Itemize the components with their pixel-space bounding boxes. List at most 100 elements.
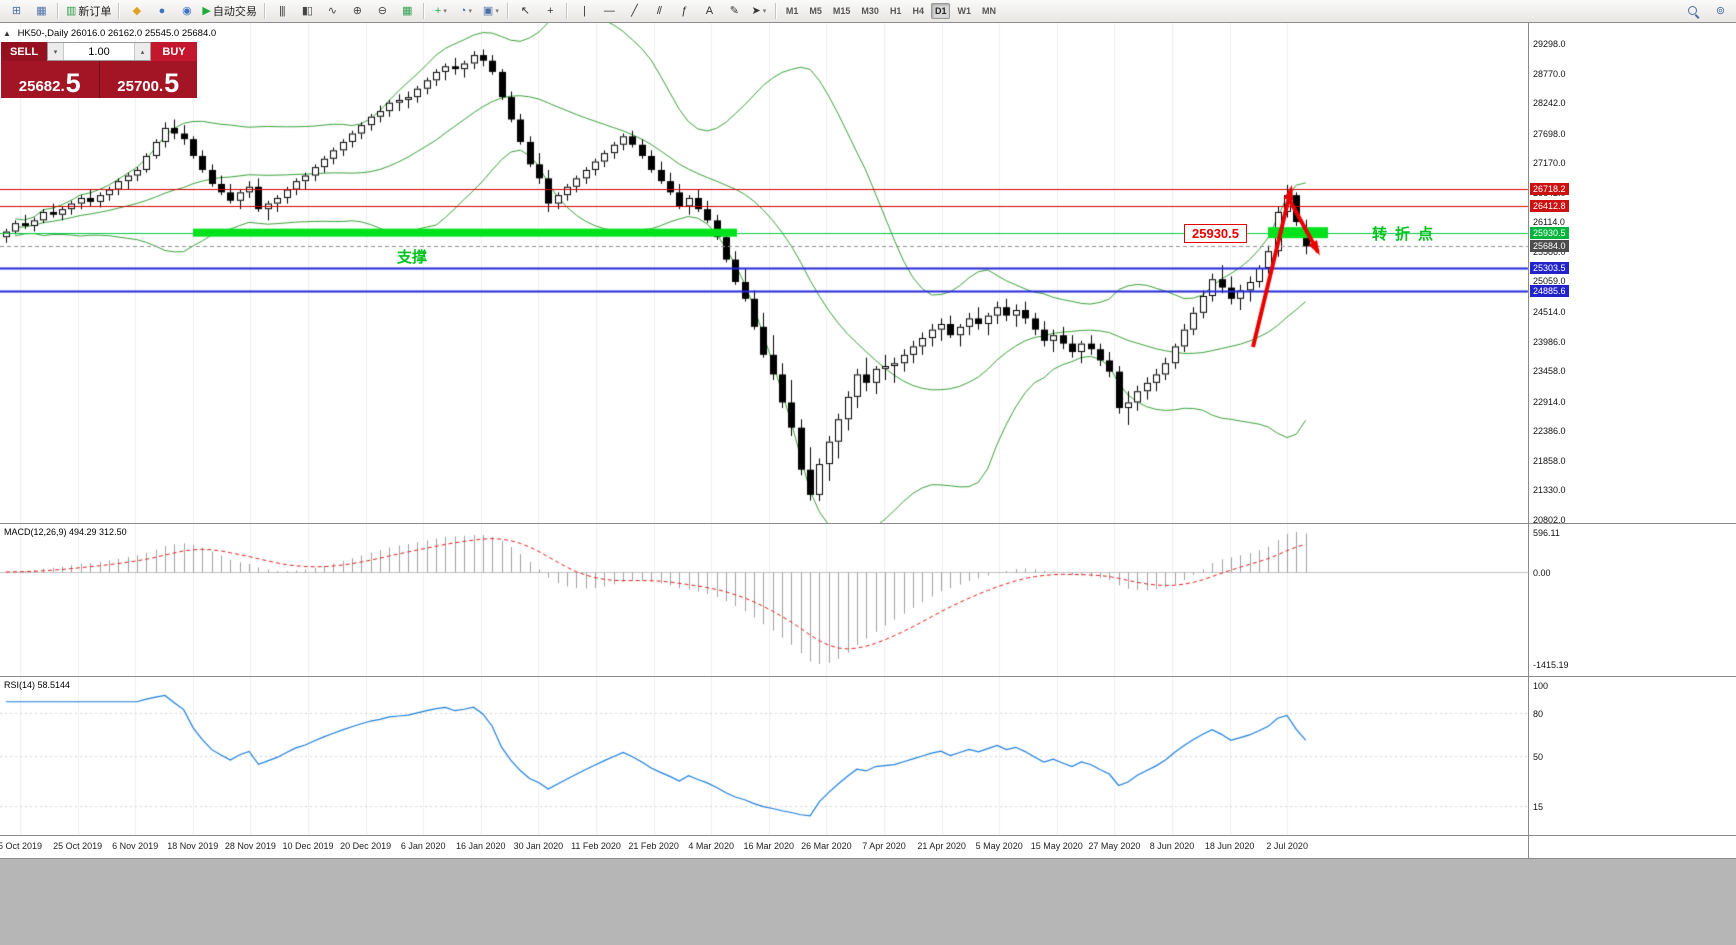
price-badge: 26718.2	[1530, 182, 1569, 195]
date-label: 6 Nov 2019	[112, 841, 159, 851]
support-annotation[interactable]: 支撑	[397, 249, 428, 266]
bar-chart-icon: |||	[279, 4, 286, 17]
autotrading-play-icon: ▶	[202, 4, 211, 17]
timeframe-w1-button[interactable]: W1	[957, 6, 971, 16]
timeframe-m1-button[interactable]: M1	[785, 6, 799, 16]
turning-price-label[interactable]: 25930.5	[1184, 224, 1247, 243]
chart-profiles-icon: ▦	[36, 4, 46, 17]
arrange-windows-button[interactable]: ▦	[395, 2, 419, 21]
arrows-shapes-icon: ➤	[751, 4, 761, 17]
line-chart-icon: ∿	[327, 4, 337, 17]
community-link-button[interactable]: ⊚	[1708, 2, 1732, 21]
zoom-out-button[interactable]: ⊖	[370, 2, 394, 21]
channel-button[interactable]: //	[647, 2, 671, 21]
sell-price[interactable]: 25682. 5	[1, 61, 100, 98]
horizontal-line-button[interactable]: —	[597, 2, 621, 21]
chart-symbol-period: HK50-,Daily	[17, 28, 69, 39]
market-icon: ◆	[132, 4, 142, 17]
price-badge: 25684.0	[1530, 240, 1569, 253]
price-badge: 25303.5	[1530, 261, 1569, 274]
new-chart-icon: ⊞	[11, 4, 21, 17]
date-label: 5 May 2020	[975, 841, 1023, 851]
price-axis-label: 27698.0	[1533, 128, 1566, 139]
mql5-chat-button[interactable]: ◉	[174, 2, 198, 21]
globe-icon: ⊚	[1715, 4, 1725, 17]
time-axis[interactable]: 5 Oct 2019 25 Oct 2019 6 Nov 2019 18 Nov 20…	[0, 835, 1736, 858]
one-click-collapse-icon[interactable]: ▲	[3, 29, 11, 38]
indicators-button[interactable]: + ▾	[429, 2, 453, 21]
mql5-community-button[interactable]: ●	[149, 2, 173, 21]
candlestick-icon: ▮▯	[301, 4, 313, 17]
rsi-canvas[interactable]	[0, 677, 1736, 835]
sell-button[interactable]: SELL	[1, 42, 47, 61]
dropdown-arrow-icon: ▾	[443, 8, 447, 15]
new-order-button-label: 新订单	[78, 6, 112, 18]
price-axis-label: 23986.0	[1533, 336, 1566, 347]
crosshair-icon: +	[547, 4, 554, 17]
periods-button[interactable]: ◔ ▾	[454, 2, 478, 21]
price-axis-label: 25059.0	[1533, 276, 1566, 287]
timeframe-m15-button[interactable]: M15	[832, 6, 851, 16]
crosshair-button[interactable]: +	[538, 2, 562, 21]
one-click-price-row: 25682. 5 25700. 5	[1, 61, 197, 98]
price-chart-canvas[interactable]	[0, 23, 1736, 523]
timeframe-d1-button[interactable]: D1	[930, 3, 951, 19]
volume-increase-icon[interactable]: ▴	[134, 43, 150, 60]
date-label: 5 Oct 2019	[0, 841, 43, 851]
timeframe-mn-button[interactable]: MN	[981, 6, 996, 16]
bar-chart-button[interactable]: |||	[270, 2, 294, 21]
vertical-line-button[interactable]: |	[572, 2, 596, 21]
date-label: 8 Jun 2020	[1149, 841, 1195, 851]
price-axis-label: 28242.0	[1533, 98, 1566, 109]
mql5-market-button[interactable]: ◆	[124, 2, 148, 21]
buy-button[interactable]: BUY	[151, 42, 197, 61]
price-axis-label: 28770.0	[1533, 68, 1566, 79]
volume-decrease-icon[interactable]: ▾	[48, 43, 64, 60]
template-icon: ▣	[482, 4, 493, 17]
timeframe-h1-button[interactable]: H1	[889, 6, 902, 16]
date-label: 20 Dec 2019	[340, 841, 392, 851]
candlestick-chart-button[interactable]: ▮▯	[295, 2, 319, 21]
text-label-button[interactable]: ✎	[722, 2, 746, 21]
timeframe-m5-button[interactable]: M5	[809, 6, 822, 16]
macd-axis-label: -1415.19	[1533, 660, 1569, 670]
shapes-button[interactable]: ➤ ▾	[747, 2, 771, 21]
trendline-button[interactable]: ╱	[622, 2, 646, 21]
macd-canvas[interactable]	[0, 524, 1736, 676]
new-chart-button[interactable]: ⊞	[4, 2, 28, 21]
cursor-button[interactable]: ↖	[513, 2, 537, 21]
search-button[interactable]	[1681, 2, 1705, 21]
volume-field[interactable]: ▾ 1.00 ▴	[47, 42, 151, 61]
new-order-button[interactable]: ▥ 新订单	[63, 2, 114, 21]
price-axis-label: 21330.0	[1533, 485, 1566, 496]
turning-point-annotation[interactable]: 转折点	[1372, 226, 1442, 243]
timeframe-m30-button[interactable]: M30	[861, 6, 879, 16]
line-chart-button[interactable]: ∿	[320, 2, 344, 21]
price-badge: 24885.6	[1530, 285, 1569, 298]
toolbar-separator	[774, 3, 777, 19]
fibonacci-button[interactable]: ƒ	[672, 2, 696, 21]
buy-price[interactable]: 25700. 5	[99, 61, 197, 98]
date-label: 26 Mar 2020	[801, 841, 852, 851]
text-button[interactable]: A	[697, 2, 721, 21]
autotrading-button[interactable]: ▶ 自动交易	[199, 2, 259, 21]
toolbar-separator	[118, 3, 121, 19]
date-label: 16 Mar 2020	[743, 841, 795, 851]
rsi-axis-label: 50	[1533, 752, 1544, 762]
macd-axis-label: 596.11	[1533, 528, 1560, 538]
date-label: 28 Nov 2019	[224, 841, 276, 851]
timeframe-h4-button[interactable]: H4	[912, 6, 924, 16]
templates-button[interactable]: ▣ ▾	[479, 2, 503, 21]
volume-value[interactable]: 1.00	[88, 45, 110, 58]
rsi-axis-label: 100	[1533, 681, 1549, 691]
dropdown-arrow-icon: ▾	[762, 8, 767, 15]
new-order-icon: ▥	[66, 4, 76, 17]
zoom-in-button[interactable]: ⊕	[345, 2, 369, 21]
date-label: 18 Nov 2019	[167, 841, 219, 851]
chart-window: ▲ HK50-,Daily 26016.0 26162.0 25545.0 25…	[0, 23, 1736, 858]
sell-price-main: 25682.	[18, 78, 65, 95]
chart-profiles-button[interactable]: ▦	[29, 2, 53, 21]
dropdown-arrow-icon: ▾	[468, 8, 472, 15]
date-label: 2 Jul 2020	[1266, 841, 1308, 851]
date-label: 16 Jan 2020	[456, 841, 506, 851]
